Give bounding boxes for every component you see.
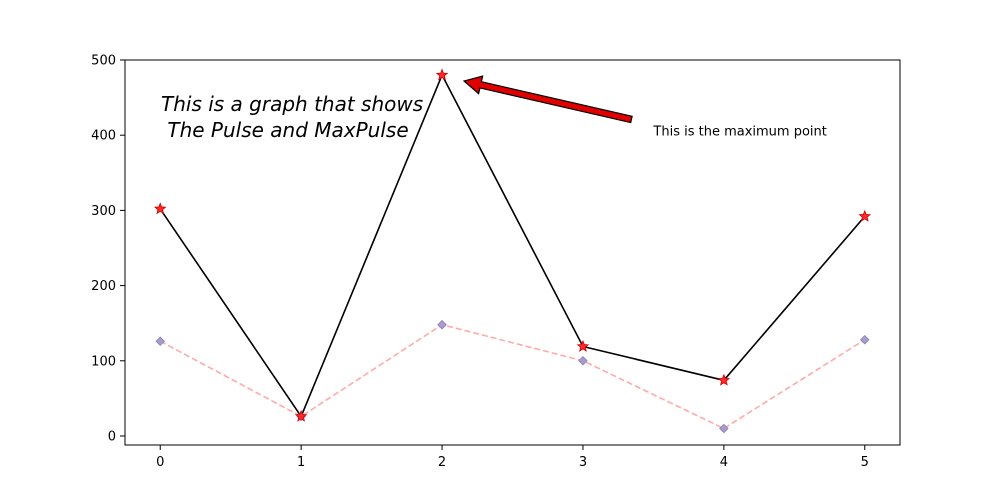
y-tick-label: 200	[91, 279, 116, 294]
plot-area	[124, 59, 901, 446]
annotation-layer: This is the maximum point	[462, 75, 827, 139]
annotation-arrow	[462, 75, 633, 124]
y-tick-label: 400	[91, 129, 116, 144]
x-tick-label: 5	[861, 455, 869, 470]
x-tick-label: 1	[297, 455, 305, 470]
x-tick-label: 0	[156, 455, 164, 470]
series-layer	[153, 68, 872, 434]
series-1-point	[153, 202, 167, 215]
x-tick-label: 2	[438, 455, 446, 470]
series-2-point	[155, 336, 165, 346]
y-tick-label: 300	[91, 204, 116, 219]
chart-title-line-1: This is a graph that shows	[161, 92, 423, 116]
series-2-point	[437, 319, 447, 330]
x-tick-label: 4	[720, 455, 728, 470]
series-1-point	[435, 68, 449, 81]
series-line-2	[159, 323, 866, 430]
x-axis: 0 1 2 3 4 5	[156, 445, 869, 470]
series-line-1	[159, 73, 866, 419]
series-1-point	[294, 409, 308, 422]
chart-title-line-2: The Pulse and MaxPulse	[161, 118, 409, 142]
y-tick-label: 100	[91, 354, 116, 369]
y-axis: 0 100 200 300 400 500	[91, 54, 125, 444]
series-2-point	[719, 423, 729, 434]
series-2-point	[860, 334, 870, 345]
annotation-text: This is the maximum point	[652, 124, 826, 139]
x-tick-label: 3	[579, 455, 587, 470]
y-tick-label: 0	[108, 429, 116, 444]
series-1-point	[576, 339, 590, 352]
series-2-point	[578, 356, 588, 366]
y-tick-label: 500	[91, 54, 116, 69]
series-1-point	[717, 373, 731, 386]
series-1-point	[858, 209, 872, 222]
